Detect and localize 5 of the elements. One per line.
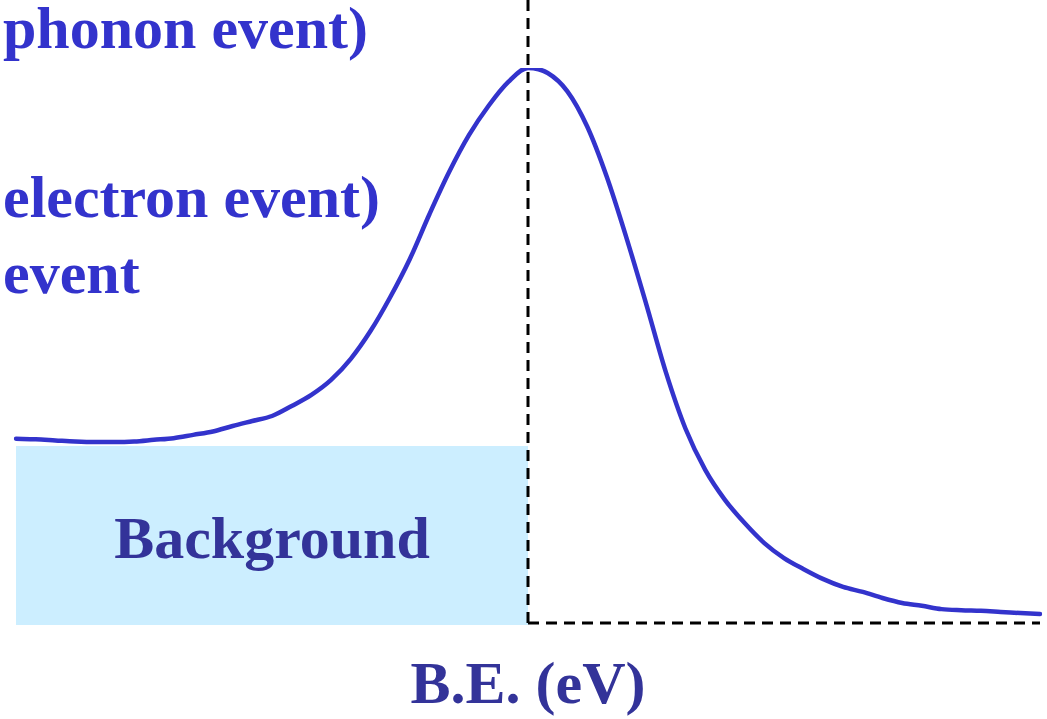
annotation: Background	[114, 504, 430, 571]
annotation: event	[3, 240, 140, 306]
annotation: electron event)	[3, 164, 381, 230]
x-axis-title: B.E. (eV)	[410, 650, 646, 716]
text: phonon event)	[3, 0, 369, 61]
